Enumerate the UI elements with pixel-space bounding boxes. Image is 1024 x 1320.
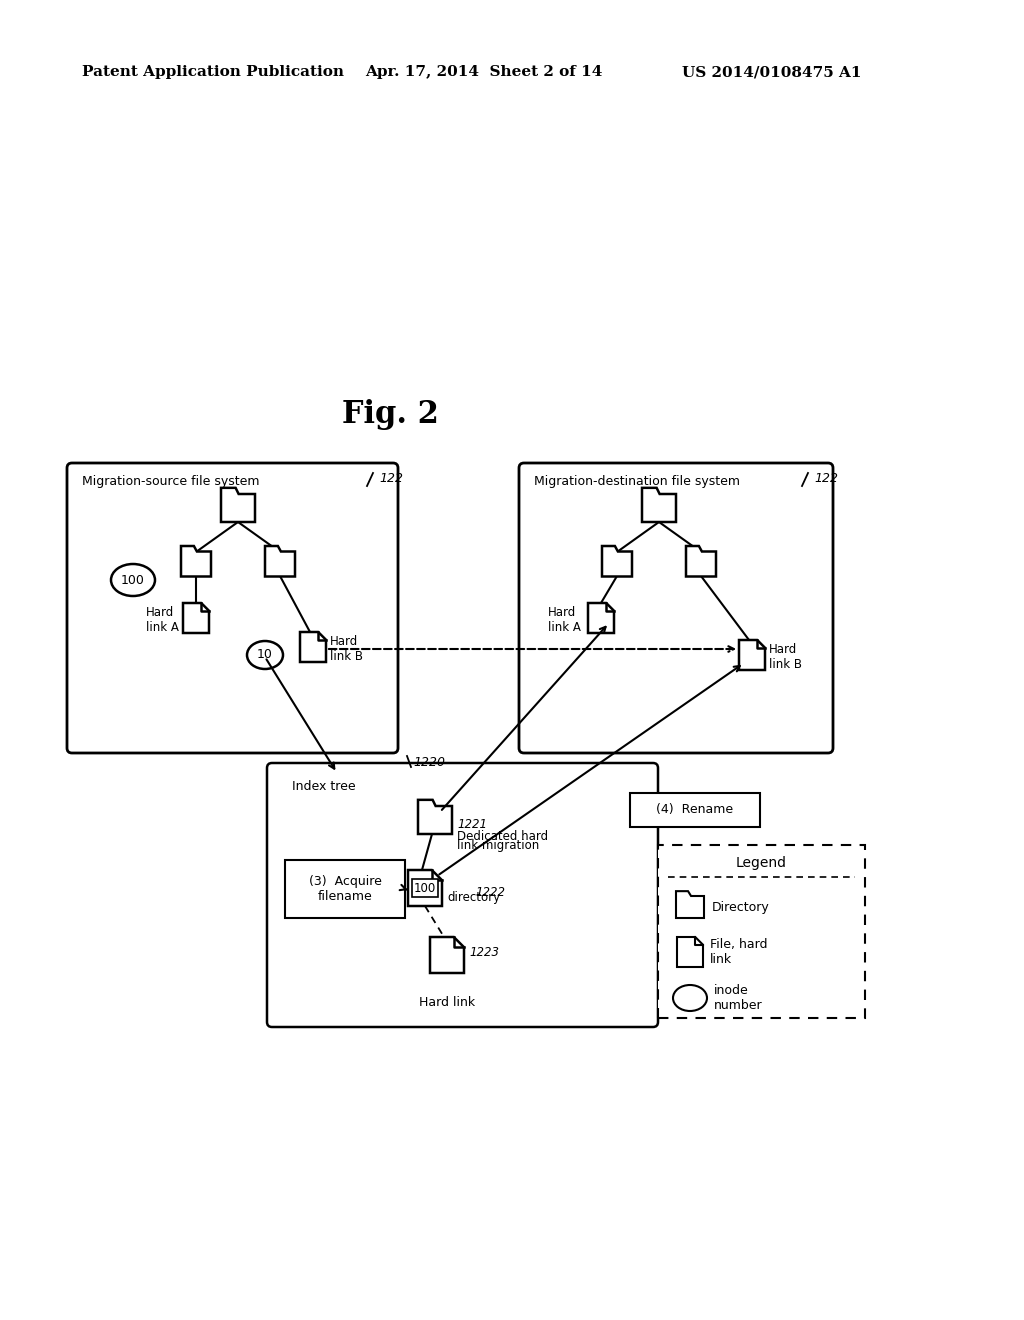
Ellipse shape	[247, 642, 283, 669]
Ellipse shape	[111, 564, 155, 597]
Text: 100: 100	[414, 882, 436, 895]
Polygon shape	[642, 488, 676, 521]
Text: Hard
link A: Hard link A	[146, 606, 179, 634]
Text: 122: 122	[379, 471, 403, 484]
FancyBboxPatch shape	[267, 763, 658, 1027]
Text: Hard
link B: Hard link B	[769, 643, 802, 671]
Text: Legend: Legend	[736, 855, 787, 870]
Polygon shape	[265, 546, 295, 577]
Text: link migration: link migration	[457, 840, 540, 853]
Text: 10: 10	[257, 648, 273, 661]
Text: Patent Application Publication: Patent Application Publication	[82, 65, 344, 79]
FancyBboxPatch shape	[67, 463, 398, 752]
Text: Directory: Directory	[712, 900, 770, 913]
Polygon shape	[181, 546, 211, 577]
Text: 1222: 1222	[475, 886, 505, 899]
Polygon shape	[300, 632, 326, 663]
Polygon shape	[183, 603, 209, 634]
Text: (4)  Rename: (4) Rename	[656, 804, 733, 817]
Text: inode
number: inode number	[714, 983, 763, 1012]
Text: 1221: 1221	[457, 818, 487, 832]
Text: Dedicated hard: Dedicated hard	[457, 829, 548, 842]
Polygon shape	[677, 937, 703, 968]
FancyBboxPatch shape	[519, 463, 833, 752]
Ellipse shape	[673, 985, 707, 1011]
Text: Hard
link A: Hard link A	[548, 606, 581, 634]
Text: Hard
link B: Hard link B	[330, 635, 362, 663]
Text: Migration-destination file system: Migration-destination file system	[534, 475, 740, 488]
Text: 1223: 1223	[469, 946, 499, 960]
Text: File, hard
link: File, hard link	[710, 939, 768, 966]
Text: 122: 122	[814, 471, 838, 484]
Text: Fig. 2: Fig. 2	[342, 400, 438, 430]
Polygon shape	[430, 937, 464, 973]
Polygon shape	[588, 603, 614, 634]
Text: 1220: 1220	[413, 756, 445, 770]
Text: Migration-source file system: Migration-source file system	[82, 475, 259, 488]
Polygon shape	[602, 546, 632, 577]
Polygon shape	[418, 800, 452, 834]
FancyBboxPatch shape	[658, 845, 865, 1018]
Polygon shape	[408, 870, 442, 906]
FancyBboxPatch shape	[285, 861, 406, 917]
Text: Hard link: Hard link	[419, 997, 475, 1010]
Text: Apr. 17, 2014  Sheet 2 of 14: Apr. 17, 2014 Sheet 2 of 14	[365, 65, 602, 79]
Text: US 2014/0108475 A1: US 2014/0108475 A1	[682, 65, 861, 79]
Text: (3)  Acquire
filename: (3) Acquire filename	[308, 875, 381, 903]
Text: directory: directory	[447, 891, 500, 904]
Polygon shape	[676, 891, 705, 917]
FancyBboxPatch shape	[630, 793, 760, 828]
Polygon shape	[686, 546, 716, 577]
Text: Index tree: Index tree	[292, 780, 355, 793]
Text: 100: 100	[121, 573, 145, 586]
Polygon shape	[221, 488, 255, 521]
FancyBboxPatch shape	[412, 879, 438, 898]
Polygon shape	[739, 640, 765, 671]
